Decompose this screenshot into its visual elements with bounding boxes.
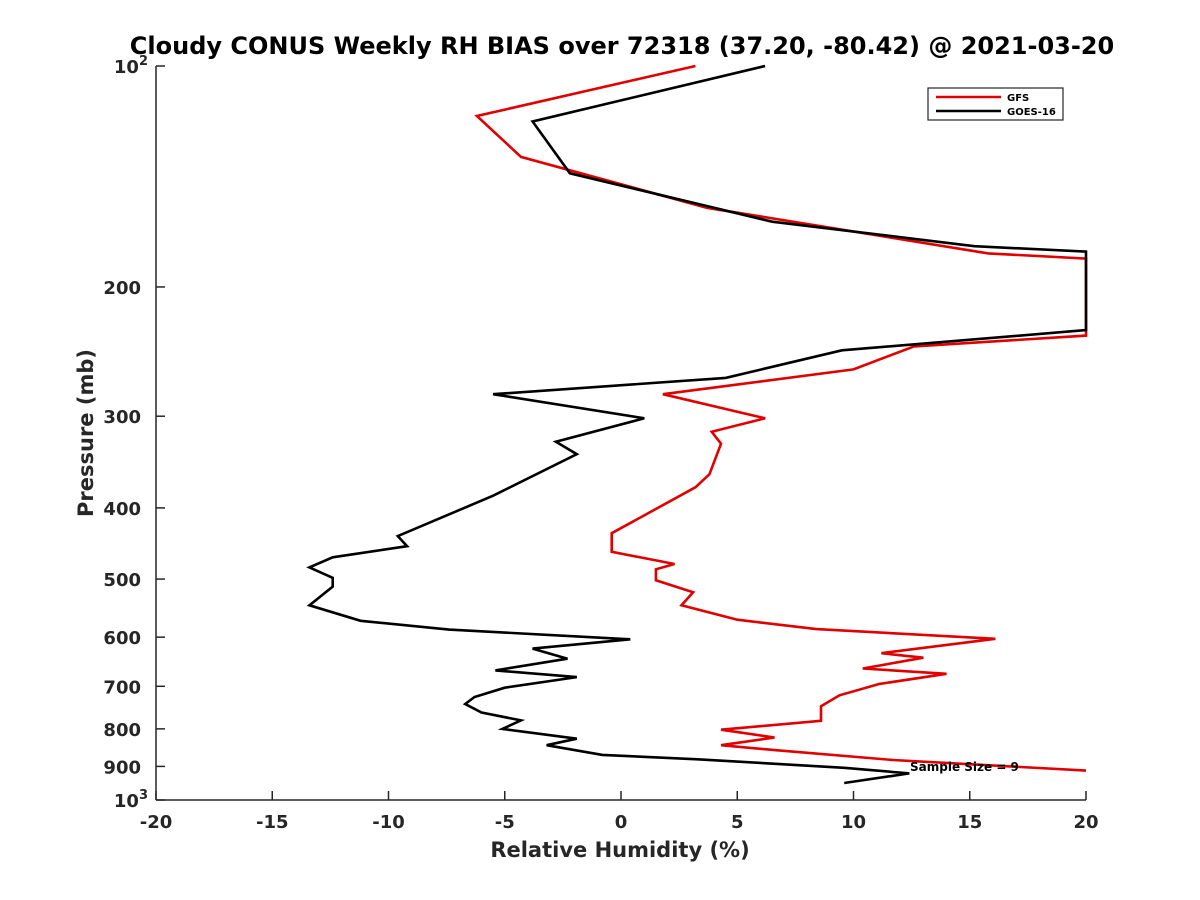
x-tick-label: -10 [372,812,405,833]
series-line-goes-16 [306,64,1088,785]
y-tick-label: 800 [103,720,141,741]
y-tick-label: 500 [103,570,141,591]
x-tick-label: 20 [1073,812,1098,833]
series-layer [306,64,1088,785]
y-tick-label: 103 [114,788,148,812]
y-axis-label: Pressure (mb) [74,349,98,517]
chart-title: Cloudy CONUS Weekly RH BIAS over 72318 (… [130,32,1114,60]
y-tick-label: 900 [103,757,141,778]
legend-label: GFS [1007,93,1029,104]
x-tick-label: -5 [495,812,515,833]
y-tick-label: 600 [103,628,141,649]
x-tick-label: 10 [841,812,866,833]
y-tick-label: 400 [103,499,141,520]
y-tick-base: 10 [114,57,139,78]
y-tick-label: 102 [114,54,148,78]
series-line-gfs [474,64,1088,772]
y-tick-exponent: 2 [139,54,148,69]
y-tick-label: 300 [103,407,141,428]
y-tick-base: 10 [114,791,139,812]
x-axis-label: Relative Humidity (%) [490,838,749,862]
axes: -20 -15 -10 -5 0 5 10 15 20102200300400500600700… [103,54,1098,833]
legend-box [927,87,1064,121]
x-tick-label: 0 [615,812,628,833]
y-tick-label: 700 [103,677,141,698]
y-tick-label: 200 [103,278,141,299]
sample-size-annotation: Sample Size = 9 [910,760,1019,774]
x-tick-label: 5 [731,812,744,833]
x-tick-label: -20 [140,812,173,833]
y-tick-exponent: 3 [139,788,148,803]
x-tick-label: 15 [957,812,982,833]
x-tick-label: -15 [256,812,289,833]
legend-label: GOES-16 [1007,107,1056,118]
legend: GFS GOES-16 [927,87,1064,121]
